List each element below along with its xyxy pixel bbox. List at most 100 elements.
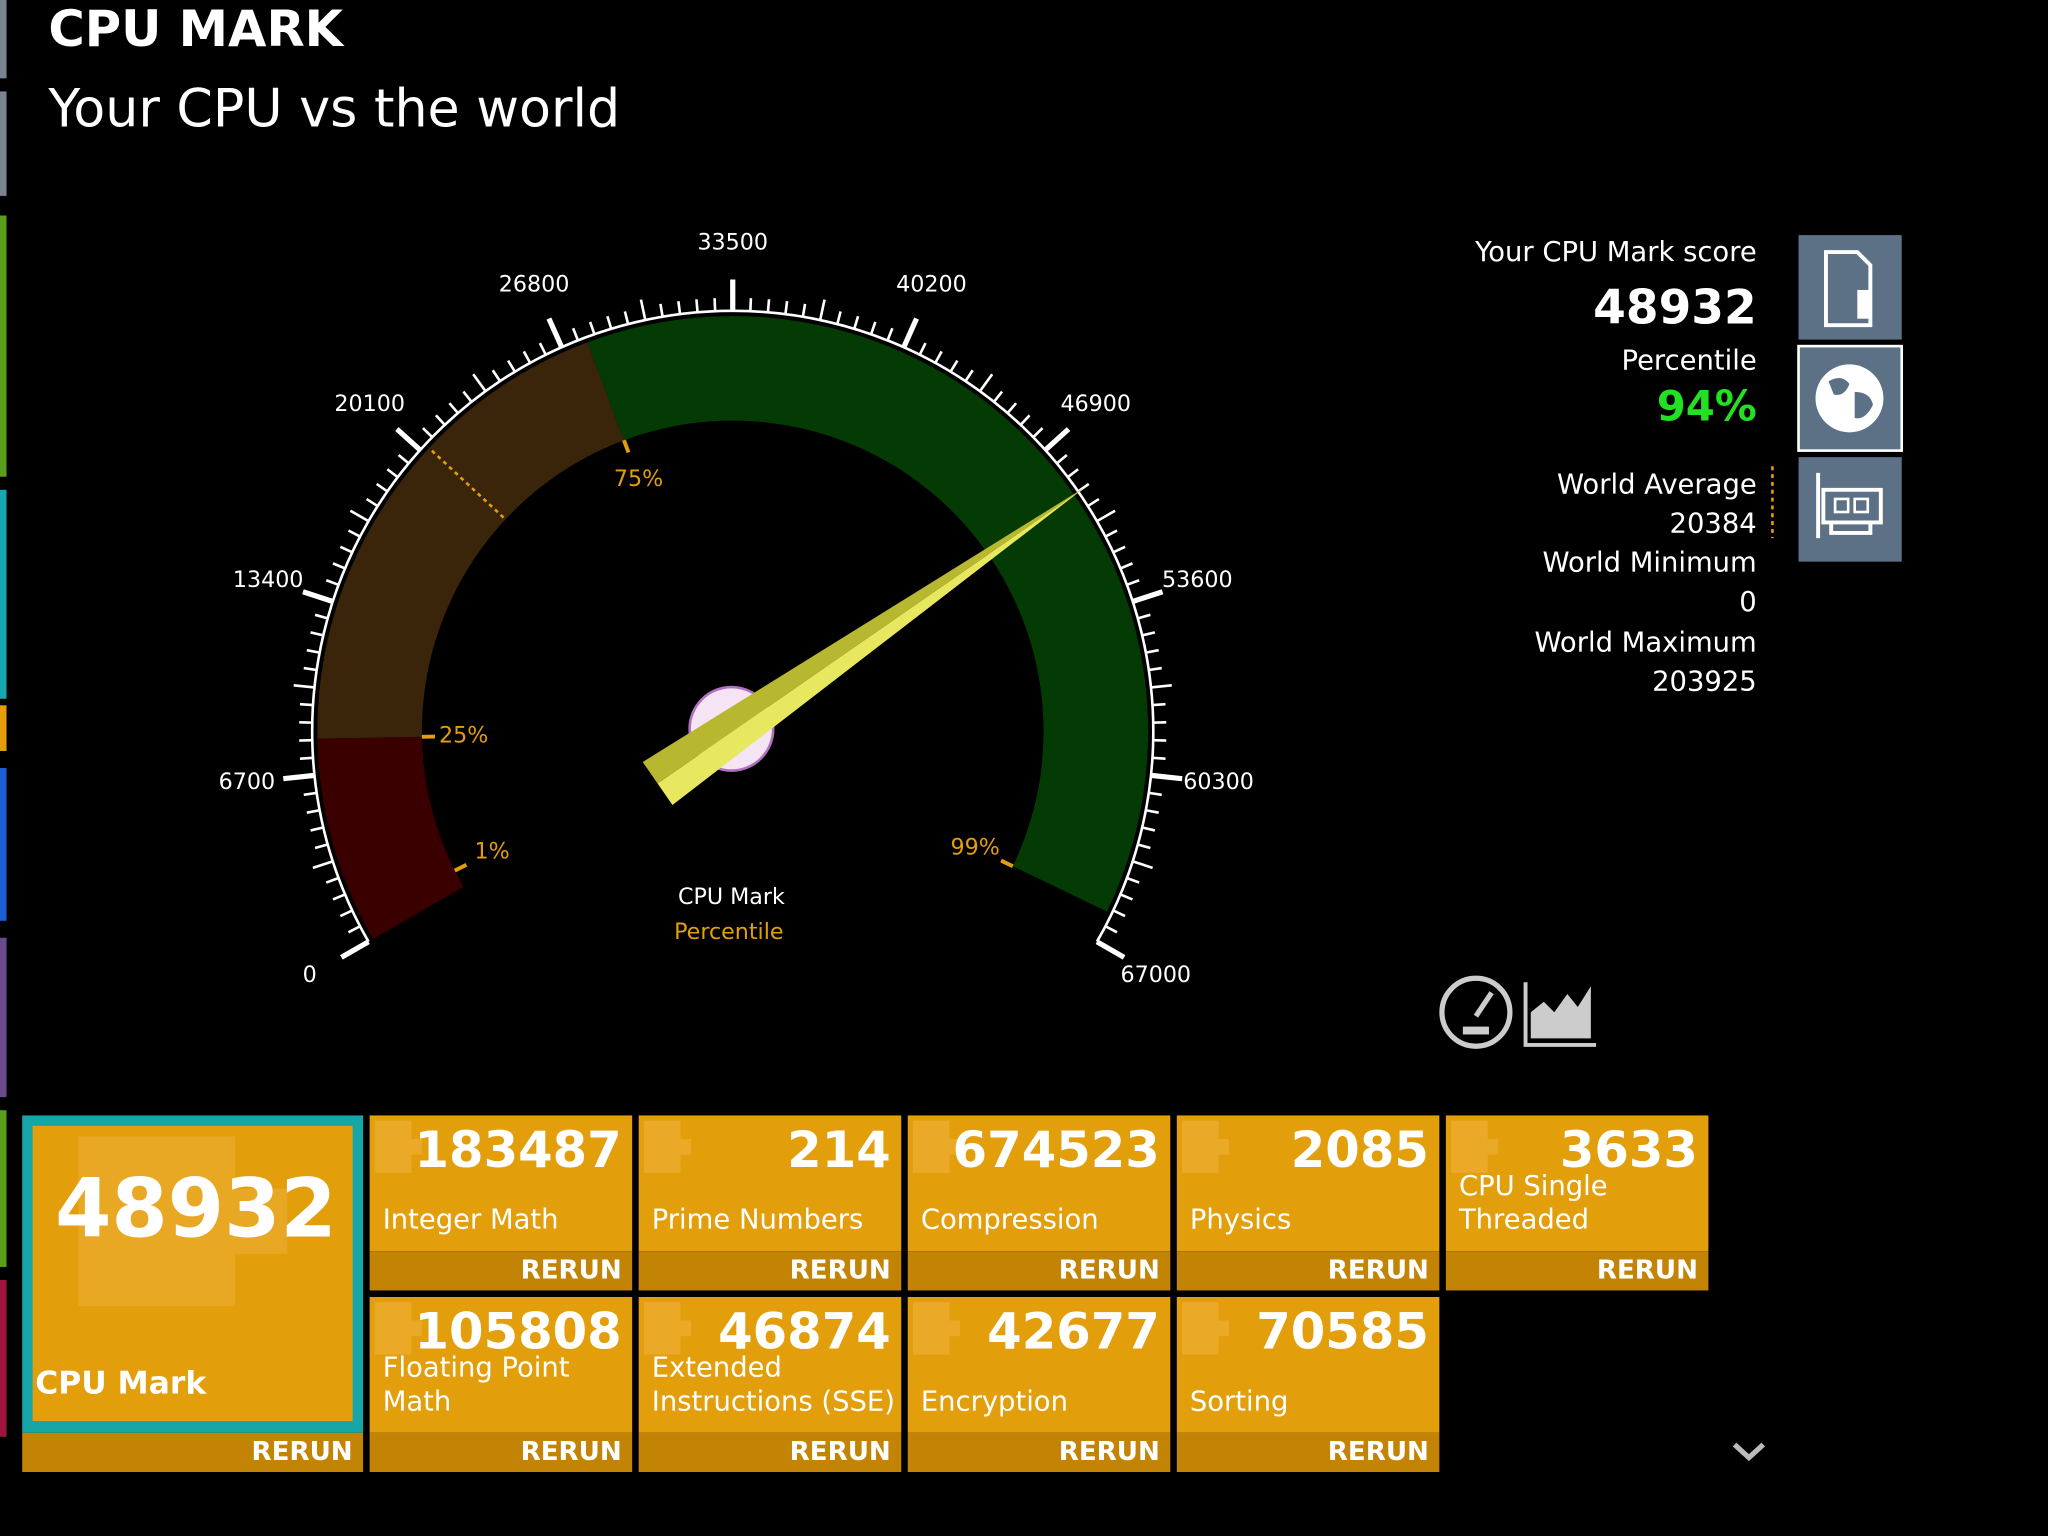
- minor-tick: [310, 826, 324, 832]
- minor-tick: [397, 454, 410, 465]
- tile-label: Compression: [921, 1205, 1099, 1236]
- tile-body: [907, 1296, 1171, 1433]
- world-button[interactable]: [1797, 344, 1904, 452]
- percentile-marker: [1000, 858, 1014, 869]
- scroll-down-button[interactable]: [1732, 1442, 1766, 1462]
- sidebar-strip[interactable]: [0, 215, 7, 477]
- report-button[interactable]: [1798, 235, 1902, 340]
- minor-tick: [571, 327, 580, 341]
- tile-body: [638, 1296, 902, 1433]
- tile-rerun-bar: [907, 1432, 1171, 1472]
- score-label: Your CPU Mark score: [1474, 237, 1757, 268]
- major-tick: [1095, 939, 1126, 960]
- hardware-button[interactable]: [1798, 457, 1902, 562]
- sidebar-strip[interactable]: [0, 1280, 7, 1437]
- page-title: CPU MARK: [48, 0, 344, 58]
- minor-tick: [347, 925, 361, 934]
- benchmark-tile[interactable]: 42677 Encryption RERUN: [907, 1296, 1171, 1472]
- rerun-button[interactable]: RERUN: [790, 1437, 891, 1467]
- minor-tick: [801, 303, 807, 317]
- rerun-button[interactable]: RERUN: [1059, 1437, 1160, 1467]
- rerun-button[interactable]: RERUN: [521, 1255, 622, 1285]
- minor-tick: [522, 350, 532, 364]
- tile-icon: [374, 1302, 422, 1355]
- minor-tick: [1145, 648, 1159, 654]
- tile-body: [1176, 1115, 1440, 1252]
- tile-label: Physics: [1190, 1205, 1291, 1236]
- tile-label: Sorting: [1190, 1386, 1289, 1417]
- benchmark-tile[interactable]: 214 Prime Numbers RERUN: [638, 1115, 902, 1291]
- tile-icon: [1451, 1120, 1499, 1173]
- minor-tick: [312, 860, 334, 870]
- world-average-line: [430, 448, 505, 519]
- sidebar-strip[interactable]: [0, 705, 7, 752]
- tile-label: Prime Numbers: [652, 1205, 864, 1236]
- minor-tick: [749, 298, 753, 312]
- minor-tick: [491, 369, 502, 382]
- rerun-button[interactable]: RERUN: [1059, 1255, 1160, 1285]
- minor-tick: [1096, 509, 1116, 523]
- world-maximum-label: World Maximum: [1534, 627, 1756, 658]
- tile-rerun-bar: [1176, 1251, 1440, 1291]
- rerun-button[interactable]: RERUN: [790, 1255, 891, 1285]
- minor-tick: [695, 299, 699, 313]
- sidebar-strip[interactable]: [0, 937, 7, 1098]
- main-tile[interactable]: 48932 CPU Mark RERUN: [22, 1115, 364, 1472]
- minor-tick: [1104, 529, 1118, 538]
- minor-tick: [365, 497, 379, 508]
- minor-tick: [606, 315, 613, 330]
- gauge-band: [587, 316, 1149, 912]
- score-value: 48932: [1593, 280, 1757, 335]
- tile-icon: [643, 1302, 691, 1355]
- chart-view-button[interactable]: [1523, 982, 1597, 1047]
- minor-tick: [1006, 402, 1018, 414]
- world-minimum-label: World Minimum: [1542, 548, 1756, 579]
- minor-tick: [339, 545, 353, 554]
- tile-rerun-bar: [369, 1432, 633, 1472]
- main-tile-value: 48932: [55, 1163, 337, 1257]
- minor-tick: [1145, 808, 1159, 814]
- minor-tick: [375, 482, 389, 493]
- tile-rerun-bar: [369, 1251, 633, 1291]
- minor-tick: [1150, 683, 1172, 689]
- tick-label: 33500: [697, 229, 768, 255]
- rerun-button[interactable]: RERUN: [1597, 1255, 1698, 1285]
- rerun-button[interactable]: RERUN: [521, 1437, 622, 1467]
- tile-body: [907, 1115, 1171, 1252]
- sidebar-strip[interactable]: [0, 1110, 7, 1267]
- sidebar-strip[interactable]: [0, 0, 7, 79]
- minor-tick: [886, 327, 894, 341]
- minor-tick: [588, 321, 596, 335]
- score-panel: Your CPU Mark score 48932 Percentile 94%…: [1474, 237, 1774, 698]
- tile-value: 42677: [987, 1302, 1160, 1360]
- minor-tick: [1152, 702, 1166, 707]
- minor-tick: [1132, 860, 1154, 870]
- gauge-band: [317, 342, 624, 739]
- benchmark-tile[interactable]: 183487 Integer Math RERUN: [369, 1115, 633, 1291]
- tile-icon: [374, 1120, 422, 1173]
- minor-tick: [639, 299, 647, 321]
- benchmark-tile[interactable]: 70585 Sorting RERUN: [1176, 1296, 1440, 1472]
- sidebar-strip[interactable]: [0, 91, 7, 196]
- world-minimum-value: 0: [1739, 587, 1756, 618]
- minor-tick: [978, 373, 994, 392]
- gauge-view-button[interactable]: [1439, 975, 1513, 1049]
- rerun-button[interactable]: RERUN: [252, 1437, 353, 1467]
- sidebar-strip[interactable]: [0, 768, 7, 921]
- tile-body: [1176, 1296, 1440, 1433]
- rerun-button[interactable]: RERUN: [1328, 1255, 1429, 1285]
- minor-tick: [538, 342, 547, 356]
- minor-tick: [299, 756, 314, 760]
- minor-tick: [293, 683, 315, 689]
- major-tick: [546, 317, 565, 349]
- rerun-button[interactable]: RERUN: [1328, 1437, 1429, 1467]
- benchmark-tile[interactable]: 674523 Compression RERUN: [907, 1115, 1171, 1291]
- minor-tick: [506, 359, 516, 373]
- sidebar-strip[interactable]: [0, 489, 7, 699]
- minor-tick: [677, 301, 682, 315]
